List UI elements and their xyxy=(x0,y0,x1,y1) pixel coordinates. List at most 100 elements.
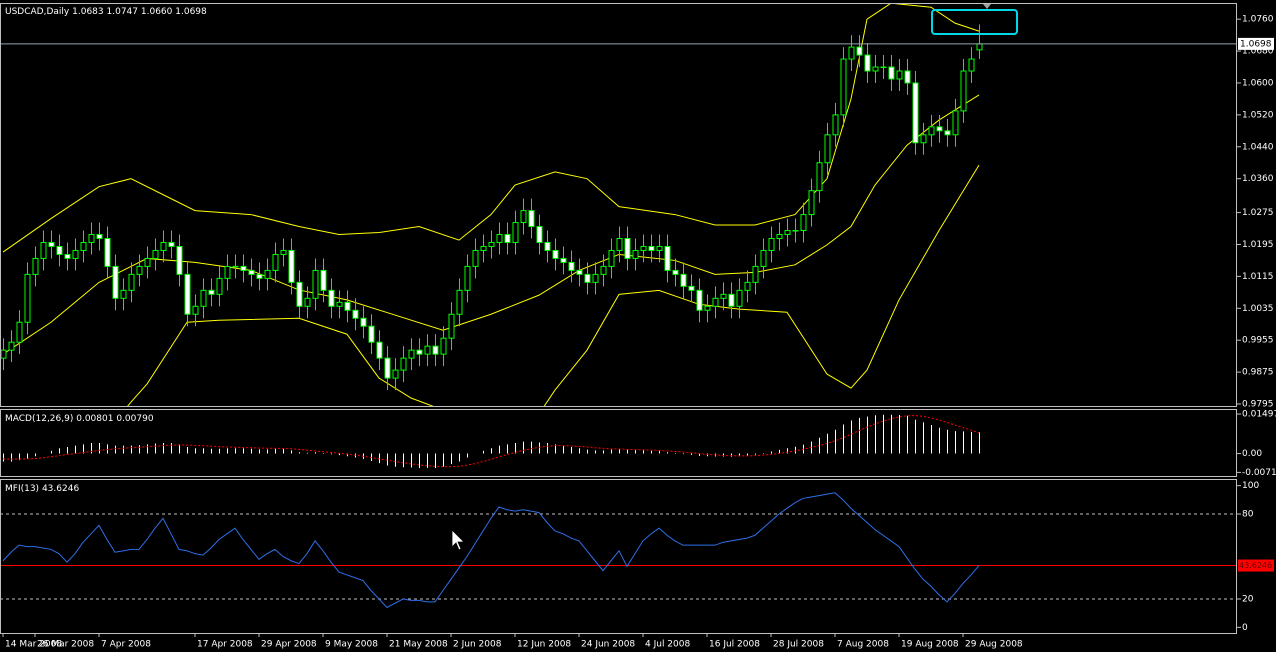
candle-body xyxy=(776,234,783,239)
candle-body xyxy=(968,58,975,72)
macd-header: MACD(12,26,9) 0.00801 0.00790 xyxy=(5,414,154,424)
signal-readout: 0.00790 xyxy=(116,414,153,424)
candle-body xyxy=(536,226,543,243)
candle-body xyxy=(256,273,263,279)
candle-body xyxy=(696,289,703,311)
candle-body xyxy=(48,241,55,247)
candle-body xyxy=(760,249,767,267)
candle-body xyxy=(384,357,391,379)
candle-body xyxy=(808,190,815,216)
candle-body xyxy=(752,265,759,283)
candle-body xyxy=(120,289,127,299)
candle-body xyxy=(648,245,655,251)
shift-marker xyxy=(983,4,991,9)
y-tick-label: 20 xyxy=(1242,595,1254,605)
candle-body xyxy=(264,269,271,279)
candle-body xyxy=(112,265,119,299)
candle-body xyxy=(160,241,167,251)
candle-body xyxy=(1,349,7,359)
candle-body xyxy=(440,337,447,355)
candle-body xyxy=(216,277,223,295)
candle-body xyxy=(320,269,327,291)
candle-body xyxy=(312,269,319,299)
mfi-plot xyxy=(1,492,1236,609)
candle-body xyxy=(192,305,199,315)
candle-body xyxy=(904,70,911,84)
price-tag-label: 1.0698 xyxy=(1240,39,1272,49)
candle-body xyxy=(824,134,831,164)
candle-body xyxy=(768,238,775,251)
x-tick-label: 9 May 2008 xyxy=(325,640,378,650)
candle-body xyxy=(448,313,455,339)
candle-body xyxy=(248,269,255,275)
axes: 1.0760 1.0680 1.0600 1.0520 1.0440 1.0360 1.02… xyxy=(2,15,1276,650)
candle-body xyxy=(688,285,695,291)
y-tick-label: 0.9795 xyxy=(1242,400,1274,410)
candle-body xyxy=(592,273,599,283)
candle-body xyxy=(32,257,39,275)
candle-body xyxy=(512,222,519,243)
candle-body xyxy=(360,317,367,327)
candle-body xyxy=(952,110,959,136)
candle-body xyxy=(344,301,351,311)
x-tick-label: 16 Jul 2008 xyxy=(709,640,760,650)
x-tick-label: 7 Aug 2008 xyxy=(837,640,889,650)
candle-body xyxy=(928,126,935,136)
candle-body xyxy=(672,269,679,275)
candle-body xyxy=(840,58,847,116)
candle-body xyxy=(832,114,839,136)
candle-body xyxy=(296,281,303,307)
candle-body xyxy=(632,249,639,259)
x-tick-label: 14 Mar 2008 xyxy=(5,640,62,650)
open-readout: 1.0683 xyxy=(72,7,104,17)
candle-body xyxy=(480,245,487,251)
candle-body xyxy=(848,46,855,60)
candle-body xyxy=(896,70,903,80)
y-tick-label: 0 xyxy=(1242,623,1248,633)
y-tick-label: 0.00 xyxy=(1242,449,1262,459)
candle-body xyxy=(168,241,175,247)
y-tick-label: 0.9955 xyxy=(1242,336,1274,346)
candle-body xyxy=(24,273,31,323)
candle-body xyxy=(728,293,735,307)
candle-body xyxy=(152,249,159,259)
candle-body xyxy=(176,245,183,275)
candle-body xyxy=(224,265,231,279)
candle-body xyxy=(288,249,295,283)
mfi-tag-label: 43.6246 xyxy=(1239,561,1272,570)
candle-body xyxy=(280,249,287,255)
candle-body xyxy=(144,257,151,267)
mfi-readout: 43.6246 xyxy=(42,484,79,494)
y-tick-label: -0.00714 xyxy=(1242,468,1276,478)
candle-body xyxy=(352,309,359,319)
candle-body xyxy=(392,369,399,379)
x-tick-label: 29 Apr 2008 xyxy=(261,640,317,650)
candle-body xyxy=(64,253,71,259)
candle-body xyxy=(888,66,895,80)
candle-body xyxy=(584,273,591,283)
bollinger-band xyxy=(127,164,980,406)
x-tick-label: 29 Aug 2008 xyxy=(965,640,1023,650)
candle-body xyxy=(576,269,583,275)
candle-body xyxy=(96,234,103,239)
y-tick-label: 80 xyxy=(1242,510,1254,520)
candle-body xyxy=(544,241,551,251)
candle-body xyxy=(336,301,343,307)
candle-body xyxy=(304,297,311,307)
macd-plot xyxy=(2,414,980,469)
candle-body xyxy=(16,321,23,343)
mfi-tag xyxy=(1238,559,1274,572)
x-tick-label: 28 Jul 2008 xyxy=(773,640,824,650)
candle-body xyxy=(232,265,239,268)
x-tick-label: 24 Jun 2008 xyxy=(581,640,635,650)
x-tick-label: 17 Apr 2008 xyxy=(197,640,253,650)
y-tick-label: 0.01497 xyxy=(1242,410,1276,420)
candle-body xyxy=(200,289,207,307)
close-readout: 1.0698 xyxy=(175,7,207,17)
candle-body xyxy=(104,238,111,267)
symbol-title: USDCAD,Daily xyxy=(5,7,70,17)
high-readout: 1.0747 xyxy=(107,7,139,17)
mfi-panel-frame xyxy=(0,479,1237,634)
candle-body xyxy=(976,43,983,51)
